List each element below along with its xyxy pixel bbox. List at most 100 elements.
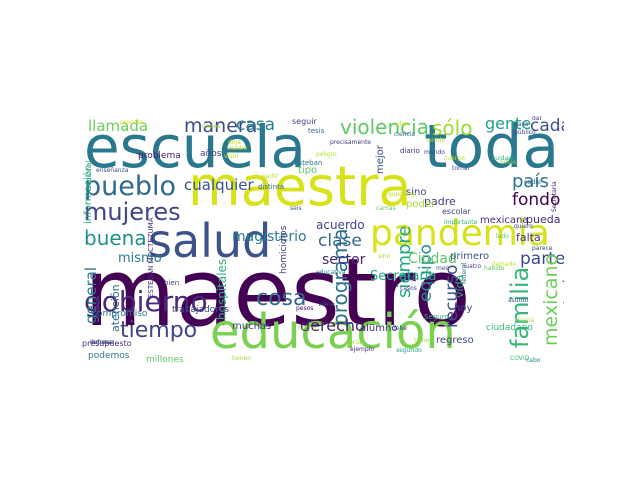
word-pasa: pasa xyxy=(514,121,529,128)
word-escuela: escuela xyxy=(84,116,306,181)
word-precisamente: precisamente xyxy=(330,139,371,146)
word-ejemplo: ejemplo xyxy=(350,346,375,353)
word-tipo: tipo xyxy=(298,165,318,176)
word-seguir: seguir xyxy=(292,117,317,126)
word-mundo: mundo xyxy=(424,149,445,156)
word-tienen: tienen xyxy=(232,355,252,362)
word-enseñanza: enseñanza xyxy=(96,167,129,174)
word-falta: falta xyxy=(516,231,541,244)
word-social: social xyxy=(346,339,364,346)
word-sino: sino xyxy=(406,187,427,198)
word-esteban-moctezuma: ESTEBAN MOCTEZUMA xyxy=(147,217,155,299)
word-tiene: tiene xyxy=(414,337,430,344)
word-sólo: sólo xyxy=(432,116,473,140)
word-ciencia: ciencia xyxy=(394,131,416,138)
word-muchas: muchas xyxy=(232,321,272,332)
word-cloud-canvas: maestro escuela toda maestra salud educación p… xyxy=(80,116,564,365)
word-diario: diario xyxy=(400,147,420,155)
word-años: años xyxy=(200,149,222,159)
word-fondo: fondo xyxy=(512,190,561,210)
word-regreso: regreso xyxy=(436,335,474,346)
word-pueda: pueda xyxy=(526,213,561,226)
word-presupuesto: presupuesto xyxy=(82,339,132,348)
word-mexicana: mexicana xyxy=(480,215,529,226)
word-bien: bien xyxy=(164,279,180,287)
word-manera: manera xyxy=(184,116,258,137)
word-casos: casos xyxy=(400,285,417,292)
word-cinco: cinco xyxy=(400,275,416,282)
word-cosa: cosa xyxy=(256,286,307,311)
word-niños: niños xyxy=(500,159,517,166)
word-quiero: quiero xyxy=(514,223,533,230)
word-tiempo: tiempo xyxy=(120,318,198,343)
word-asunto: asunto xyxy=(508,297,529,304)
word-compromiso: compromiso xyxy=(92,309,148,319)
word-educación: educación xyxy=(210,304,456,360)
word-familia: familia xyxy=(506,266,534,348)
word-poder: poder xyxy=(406,199,436,210)
word-covid: COVID xyxy=(510,355,530,362)
word-mujeres: mujeres xyxy=(84,198,181,226)
word-nacional: nacional xyxy=(85,160,93,190)
word-mismo: mismo xyxy=(118,251,162,266)
word-dar: dar xyxy=(532,116,542,122)
word-tomar: tomar xyxy=(452,165,471,172)
word-proceso: proceso xyxy=(120,119,144,126)
word-público: público xyxy=(514,129,536,136)
word-cuatro: cuatro xyxy=(462,263,482,270)
word-visto: visto xyxy=(224,153,239,160)
word-padre: padre xyxy=(424,195,456,208)
word-secretaria: Secretaria xyxy=(551,181,558,212)
word-ciudadano: ciudadano xyxy=(486,323,533,333)
word-país: país xyxy=(512,171,549,192)
word-debe: debe xyxy=(392,325,407,332)
word-salud: salud xyxy=(148,214,272,268)
word-madre: madre xyxy=(228,145,248,152)
word-violencia: violencia xyxy=(340,116,429,139)
word-mes: mes xyxy=(436,265,449,272)
word-defensa: defensa xyxy=(90,339,114,346)
word-sector: sector xyxy=(322,252,366,268)
word-seguro: Seguro xyxy=(424,313,449,321)
word-clase: clase xyxy=(318,231,362,251)
word-problema: problema xyxy=(138,151,181,161)
word-mejor: mejor xyxy=(375,145,386,174)
word-peligro: peligro xyxy=(316,151,337,158)
word-lado: lado xyxy=(496,233,509,240)
word-gobierno: gobierno xyxy=(84,285,208,318)
word-toda: toda xyxy=(424,116,560,182)
word-pueblo: pueblo xyxy=(84,171,177,202)
word-escolar: escolar xyxy=(442,207,471,216)
word-cabo: cabo xyxy=(526,357,541,364)
word-segundo: segundo xyxy=(396,347,422,354)
word-viene: viene xyxy=(318,301,335,308)
word-hecho: hecho xyxy=(298,325,317,332)
word-quedarse: quedarse xyxy=(388,191,417,198)
word-ciudad: Ciudad xyxy=(408,251,457,267)
word-pesos: pesos xyxy=(296,305,314,312)
word-ingresar: ingresar xyxy=(90,339,115,346)
word-maestro: maestro xyxy=(84,239,471,348)
word-sino: sino xyxy=(378,253,391,260)
word-educativa: educativa xyxy=(316,269,346,276)
word-seis: seis xyxy=(290,205,302,212)
word-casa: casa xyxy=(236,116,276,135)
word-partir: partir xyxy=(262,173,279,180)
word-trabajadores: trabajadores xyxy=(172,305,229,315)
word-hoy: hoy xyxy=(454,303,473,314)
word-camas: camas xyxy=(376,205,396,212)
word-importante: importante xyxy=(444,219,478,226)
word-derecho: derecho xyxy=(300,316,365,335)
word-llamado: llamado xyxy=(492,261,517,268)
word-parece: parece xyxy=(532,245,553,252)
word-tesis: tesis xyxy=(308,127,325,135)
word-pandemia: pandemia xyxy=(370,213,550,254)
word-secretario: secretario xyxy=(560,270,564,345)
word-federal: federal xyxy=(461,262,468,284)
word-podemos: podemos xyxy=(88,351,130,361)
word-magisterio: magisterio xyxy=(232,229,307,245)
word-clases: clases xyxy=(202,123,221,130)
word-cada: cada xyxy=(530,116,564,136)
word-deja: deja xyxy=(228,139,241,146)
